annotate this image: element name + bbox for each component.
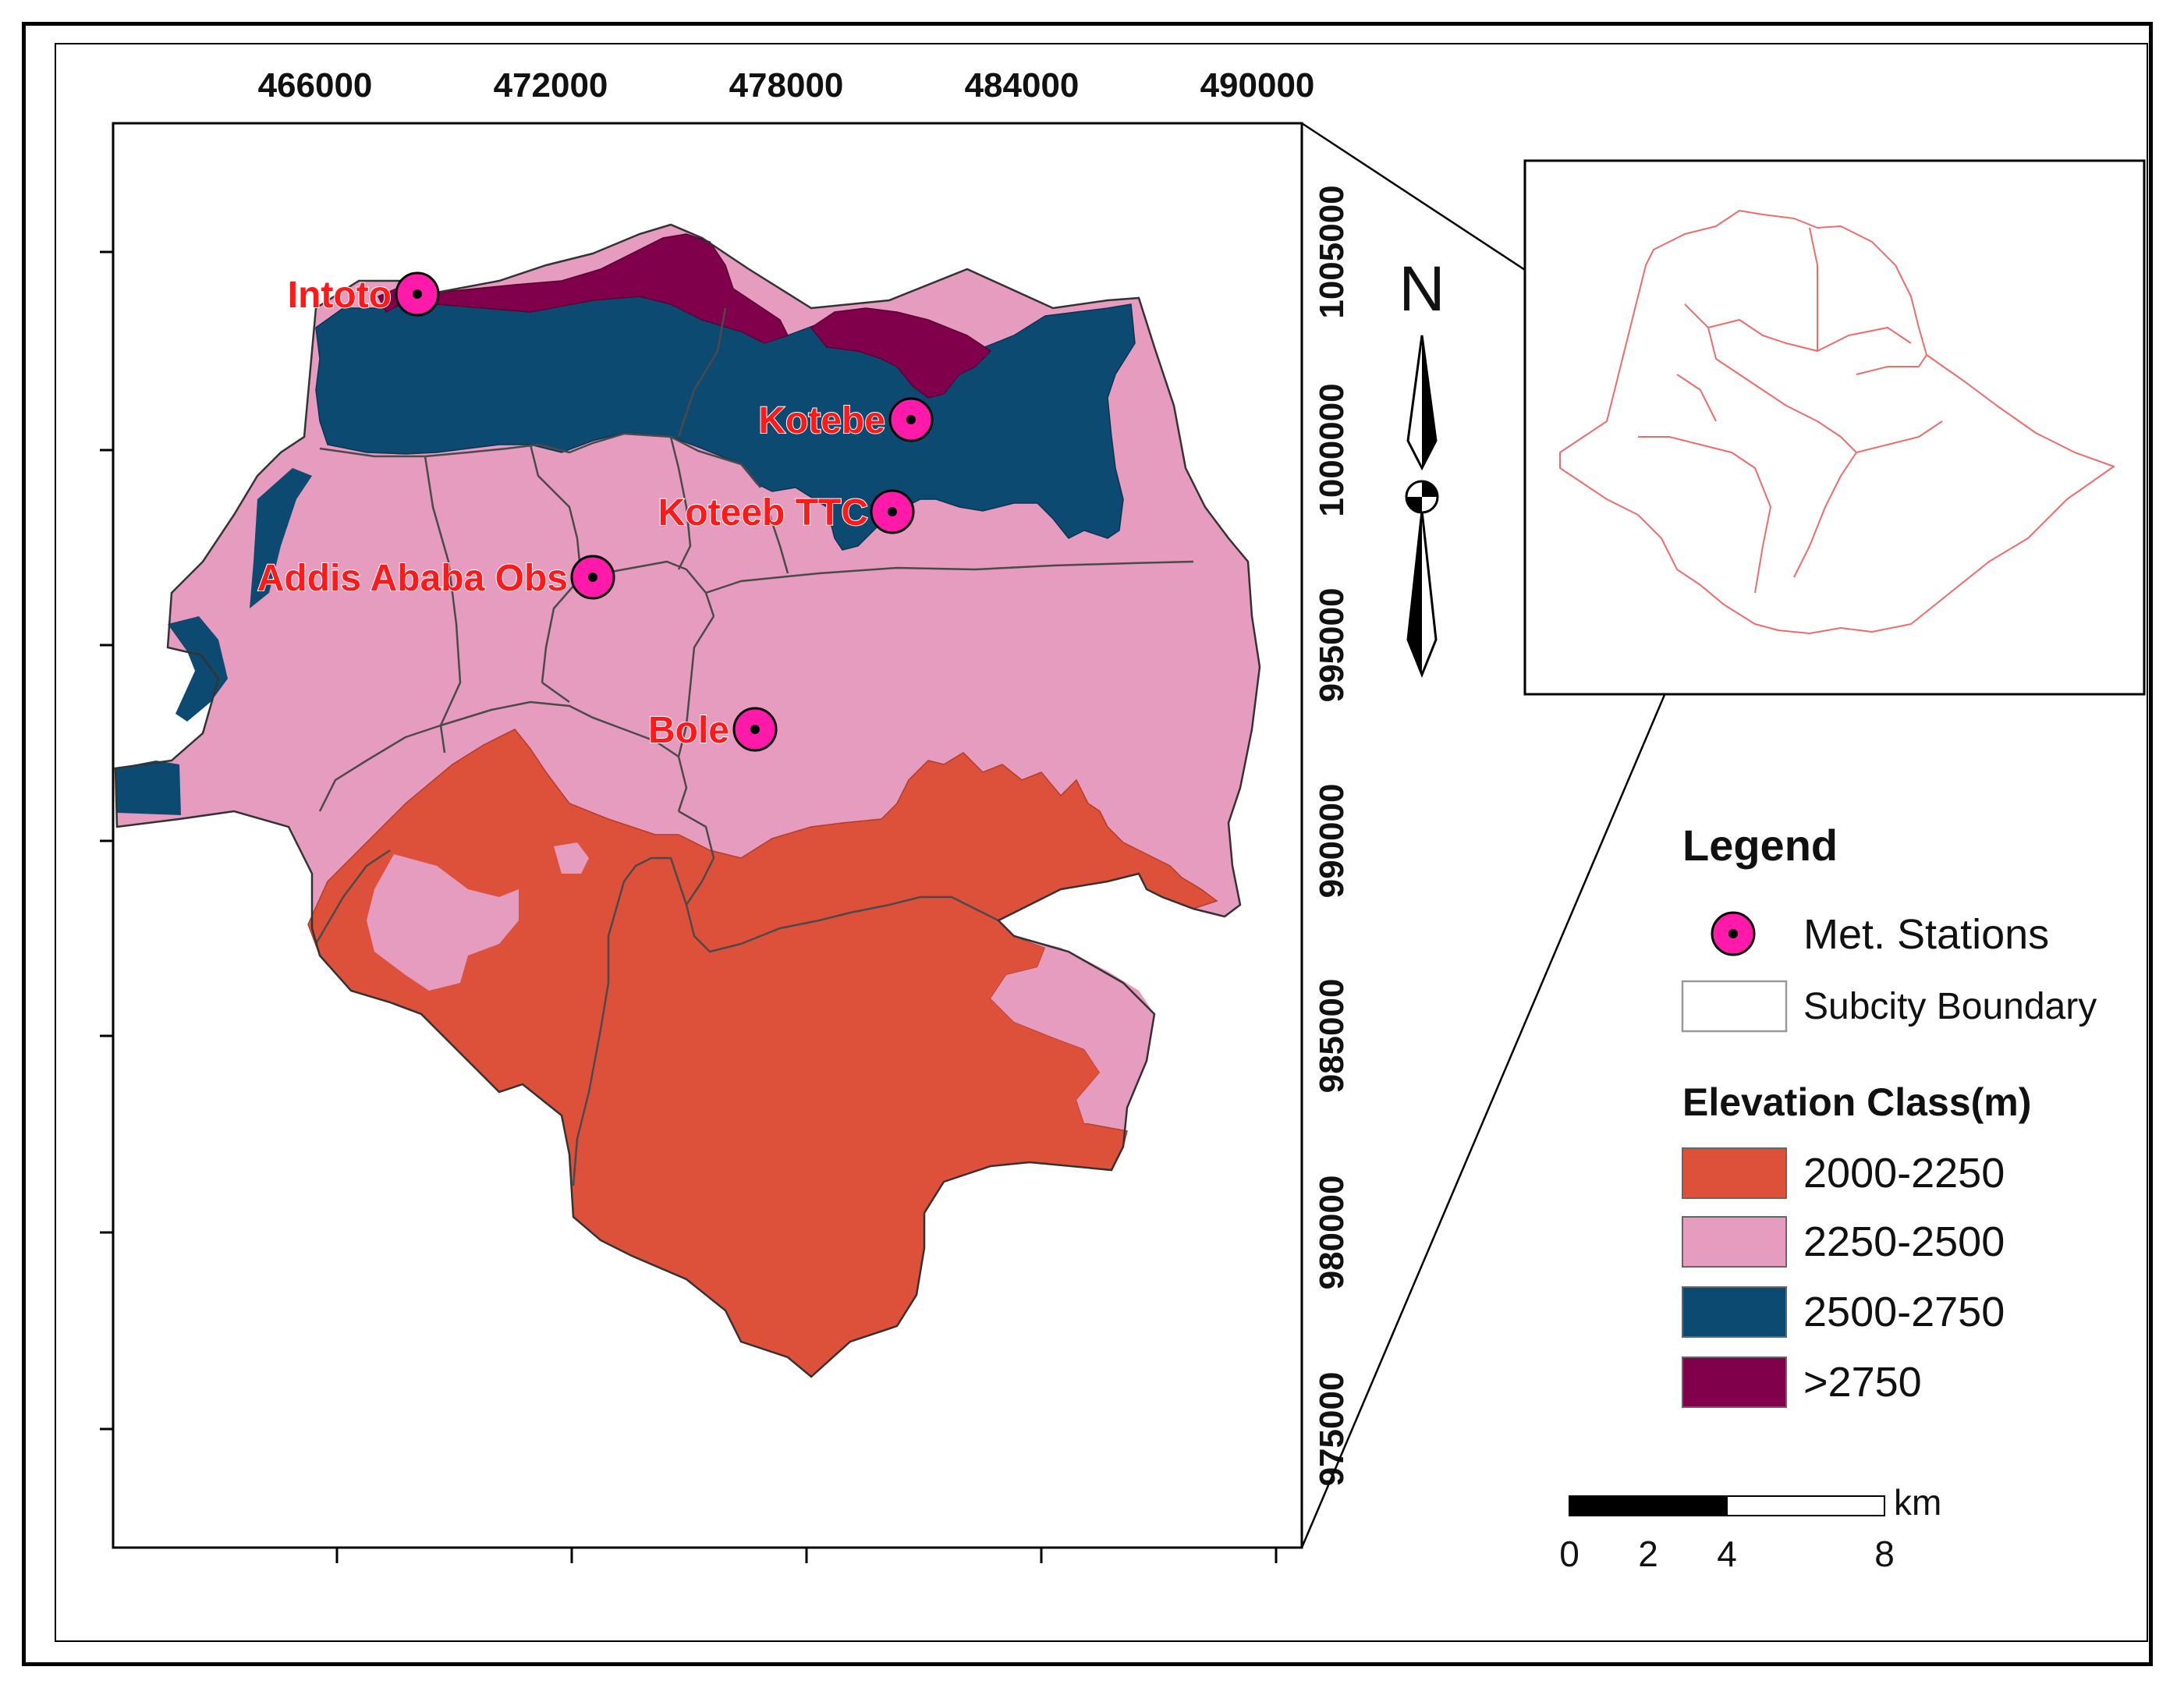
- y-tick-label: 990000: [1313, 784, 1351, 899]
- scale-bar-unit: km: [1894, 1482, 1941, 1523]
- x-tick-marks: [335, 1548, 1278, 1563]
- x-tick-label: 484000: [965, 66, 1080, 105]
- subcity-boundary: [677, 307, 727, 438]
- station-label: Kotebe: [758, 400, 885, 442]
- subcity-boundary: [541, 681, 570, 704]
- elevation-region-2250-2500: [554, 842, 589, 874]
- station-marker-koteeb-ttc[interactable]: [870, 489, 915, 534]
- subcity-boundaries: [314, 307, 1194, 1186]
- subcity-boundary: [580, 560, 715, 617]
- legend-label-2500-2750: 2500-2750: [1803, 1289, 2005, 1335]
- north-arrow: N: [1399, 254, 1445, 679]
- legend-label-stations: Met. Stations: [1803, 911, 2049, 958]
- legend-station-icon: [1711, 911, 1756, 956]
- subcity-boundary: [529, 444, 583, 683]
- subcity-boundary: [314, 849, 391, 945]
- scale-bar-label: 4: [1717, 1534, 1737, 1574]
- legend-label-2250-2500: 2250-2500: [1803, 1218, 2005, 1265]
- y-tick-label: 985000: [1313, 979, 1351, 1094]
- subcity-boundary: [685, 895, 999, 953]
- scale-bar-segment-black: [1569, 1495, 1728, 1516]
- x-tick-label: 478000: [729, 66, 844, 105]
- station-label: Koteeb TTC: [658, 492, 868, 534]
- subcity-boundary: [705, 560, 1194, 594]
- station-marker-bole[interactable]: [732, 707, 778, 752]
- subcity-boundary: [677, 615, 715, 812]
- x-tick-label: 490000: [1200, 66, 1315, 105]
- x-tick-label: 472000: [494, 66, 608, 105]
- y-tick-label: 1000000: [1313, 383, 1351, 516]
- city-outline: [114, 223, 1261, 1378]
- elevation-region-gt-2750: [810, 307, 992, 399]
- legend-swatch-2250-2500: [1682, 1216, 1787, 1268]
- subcity-boundary: [440, 700, 679, 758]
- outer-frame: [22, 22, 2153, 1666]
- station-marker-intoto[interactable]: [395, 271, 440, 317]
- legend-label-boundary: Subcity Boundary: [1803, 986, 2097, 1027]
- subcity-boundary: [318, 724, 441, 812]
- elevation-region-2250-2500: [1186, 835, 1217, 885]
- scale-bar-label: 8: [1874, 1534, 1895, 1574]
- scale-bar-label: 2: [1638, 1534, 1658, 1574]
- y-tick-marks: [100, 250, 113, 1431]
- north-arrow-icon: [1405, 335, 1439, 679]
- elevation-region-2500-2750: [115, 761, 181, 815]
- station-label: Addis Ababa Obs: [257, 558, 568, 599]
- inset-frame: [1523, 159, 2146, 696]
- station-marker-addis-ababa-obs[interactable]: [570, 555, 615, 600]
- legend-label-gt-2750: >2750: [1803, 1359, 1922, 1406]
- legend-swatch-boundary: [1681, 980, 1788, 1033]
- station-marker-kotebe[interactable]: [888, 397, 934, 442]
- elevation-region-gt-2750: [377, 233, 789, 344]
- inset-country-outline: [1559, 210, 2115, 634]
- elevation-region-2250-2500: [367, 854, 519, 991]
- elevation-region-2500-2750: [250, 468, 312, 608]
- legend-label-2000-2250: 2000-2250: [1803, 1150, 2005, 1197]
- scale-bar-label: 0: [1559, 1534, 1580, 1574]
- y-tick-label: 995000: [1313, 588, 1351, 703]
- met-stations: Intoto Kotebe Koteeb TTC Addis Ababa Obs…: [257, 271, 934, 752]
- x-tick-labels: 466000 472000 478000 484000 490000: [258, 66, 1315, 105]
- legend-swatch-2000-2250: [1682, 1147, 1787, 1199]
- y-tick-label: 980000: [1313, 1176, 1351, 1290]
- legend-swatch-gt-2750: [1682, 1356, 1787, 1408]
- station-label: Bole: [648, 710, 729, 751]
- legend-title: Legend: [1682, 821, 1838, 870]
- y-tick-label: 975000: [1313, 1372, 1351, 1487]
- subcity-boundary: [763, 498, 789, 574]
- inset-map: [1523, 159, 2146, 696]
- scale-bar-segment-white: [1726, 1495, 1885, 1516]
- subcity-boundary: [669, 436, 692, 570]
- north-arrow-label: N: [1399, 254, 1445, 324]
- legend-elevation-title: Elevation Class(m): [1682, 1080, 2031, 1124]
- y-tick-label: 1005000: [1313, 185, 1351, 318]
- y-tick-labels: 1005000 1000000 995000 990000 985000 980…: [1313, 185, 1351, 1486]
- legend-swatch-2500-2750: [1682, 1286, 1787, 1338]
- scale-bar: km 0 2 4 8: [1559, 1482, 1941, 1574]
- x-tick-label: 466000: [258, 66, 373, 105]
- inner-frame: [55, 43, 2148, 1642]
- subcity-boundary: [572, 856, 688, 1186]
- station-label: Intoto: [288, 275, 392, 316]
- subcity-boundary: [678, 810, 715, 906]
- legend: Legend Met. Stations Subcity Boundary El…: [1681, 821, 2097, 1408]
- elevation-region-2250-2500: [991, 936, 1154, 1123]
